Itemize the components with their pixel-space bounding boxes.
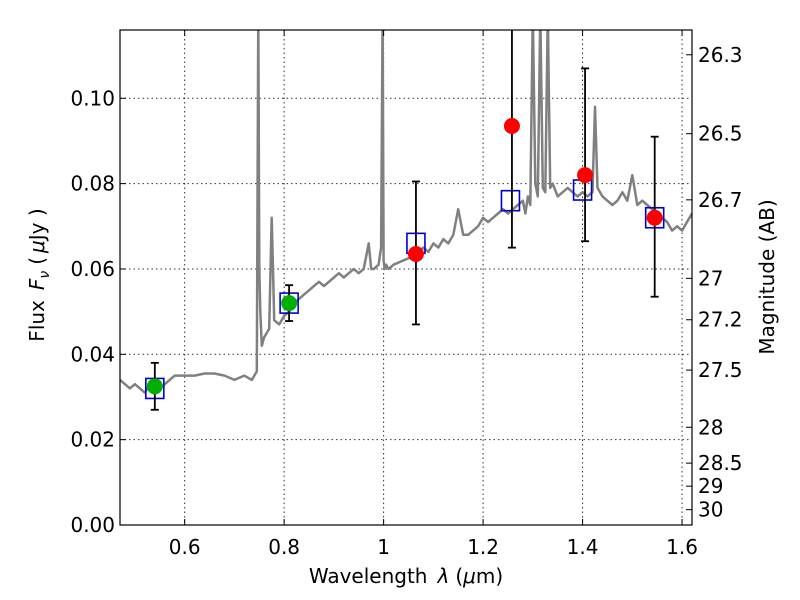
x-tick-label: 1.2: [467, 535, 499, 559]
y2-tick-label: 28.5: [698, 451, 743, 475]
y2-tick-label: 26.5: [698, 122, 743, 146]
x-axis-label: Wavelength λ (μm): [309, 564, 503, 588]
x-axis-label-unit-mu: μ: [462, 564, 476, 588]
y-axis-label-sub: ν: [37, 271, 53, 279]
observed-point: [577, 167, 594, 184]
y-tick-label: 0.00: [70, 513, 115, 537]
y2-tick-label: 29: [698, 474, 723, 498]
observed-point: [407, 246, 424, 263]
y-tick-label: 0.04: [70, 342, 115, 366]
x-axis-label-text: Wavelength: [309, 564, 428, 588]
observed-point: [146, 378, 163, 395]
y-axis-label-text: Flux: [25, 300, 49, 342]
plot-frame: [119, 29, 693, 526]
y-axis-label: Flux Fν ( μJy ): [25, 208, 53, 341]
x-tick-label: 1.6: [666, 535, 698, 559]
x-tick-label: 1.4: [567, 535, 599, 559]
y-tick-label: 0.08: [70, 172, 115, 196]
observed-point: [503, 118, 520, 135]
marker-layer: [145, 30, 665, 411]
y2-tick-label: 30: [698, 498, 723, 522]
x-tick-label: 0.8: [268, 535, 300, 559]
y2-tick-label: 27.2: [698, 308, 743, 332]
y-axis-label-unit-open: (: [25, 257, 49, 265]
y2-tick-label: 26.3: [698, 43, 743, 67]
y2-tick-label: 27.5: [698, 358, 743, 382]
y-tick-label: 0.10: [70, 86, 115, 110]
observed-point: [646, 209, 663, 226]
x-axis-label-unit-rest: m): [476, 564, 503, 588]
y2-axis-label: Magnitude (AB): [755, 199, 779, 354]
y-axis-label-unit-rest: Jy ): [25, 208, 49, 242]
x-tick-label: 0.6: [169, 535, 201, 559]
observed-point: [281, 295, 298, 312]
y-axis-label-unit-mu: μ: [25, 240, 49, 254]
y-axis-label-symbol: F: [25, 278, 49, 290]
ticks: 0.6 0.8 1 1.2 1.4 1.6 0.00 0.02 0.04 0.06 0.08 0.10…: [70, 30, 743, 559]
y2-tick-label: 28: [698, 415, 723, 439]
y2-tick-label: 26.7: [698, 188, 743, 212]
y-tick-label: 0.02: [70, 428, 115, 452]
model-photometry-box: [500, 189, 521, 212]
y2-tick-label: 27: [698, 266, 723, 290]
x-axis-label-unit-open: (: [455, 564, 463, 588]
x-axis-label-symbol: λ: [436, 564, 449, 588]
y-tick-label: 0.06: [70, 257, 115, 281]
x-tick-label: 1: [377, 535, 390, 559]
